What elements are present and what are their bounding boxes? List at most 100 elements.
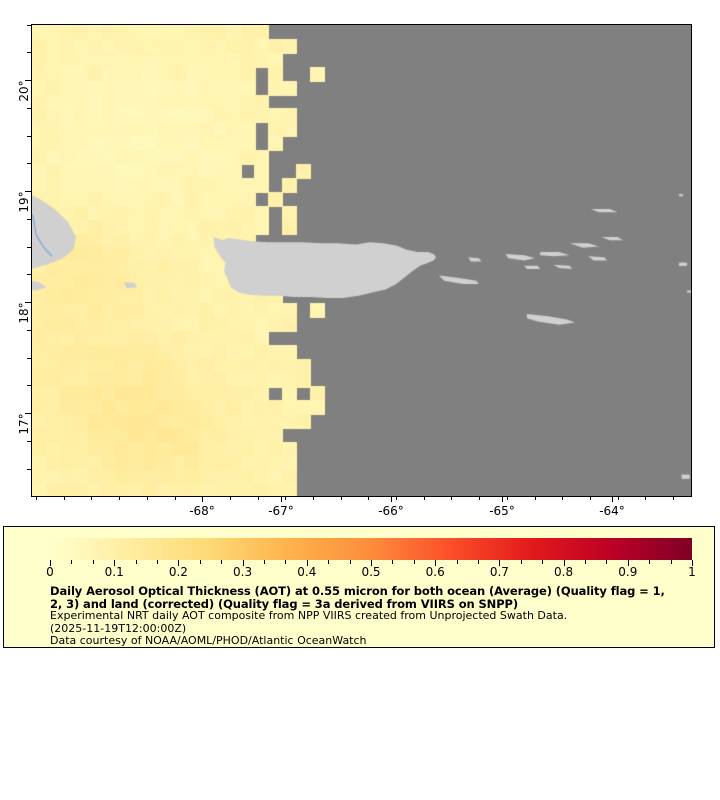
y-axis-tick-minor bbox=[27, 25, 31, 26]
x-axis-tick-minor bbox=[341, 496, 342, 500]
colorbar-tick-minor bbox=[456, 560, 458, 564]
colorbar-tick-label: 0.2 bbox=[168, 565, 188, 579]
aot-heatmap-canvas bbox=[32, 25, 691, 496]
y-axis-tick-minor bbox=[27, 274, 31, 275]
x-axis-tick-minor bbox=[396, 496, 397, 500]
x-axis-tick-minor bbox=[313, 496, 314, 500]
caption-title-line1: Daily Aerosol Optical Thickness (AOT) at… bbox=[50, 584, 665, 598]
caption-title-line2: 2, 3) and land (corrected) (Quality flag… bbox=[50, 596, 519, 611]
legend-panel: Daily Aerosol Optical Thickness (AOT) at… bbox=[3, 526, 715, 648]
y-axis-tick-minor bbox=[27, 330, 31, 331]
x-axis-tick bbox=[202, 496, 203, 502]
colorbar-tick-major bbox=[50, 560, 51, 566]
x-axis-tick bbox=[502, 496, 503, 502]
x-axis-label: -65° bbox=[489, 504, 515, 518]
x-axis-tick-minor bbox=[590, 496, 591, 500]
colorbar-tick-minor bbox=[649, 560, 651, 564]
y-axis-label: 20° bbox=[17, 80, 31, 102]
y-axis-tick bbox=[25, 80, 31, 81]
y-axis-tick-minor bbox=[27, 385, 31, 386]
x-axis-tick-minor bbox=[673, 496, 674, 500]
colorbar-tick-major bbox=[499, 560, 501, 566]
colorbar-tick-label: 0.3 bbox=[233, 565, 253, 579]
colorbar-tick-minor bbox=[157, 560, 158, 564]
x-axis-tick-minor bbox=[618, 496, 619, 500]
colorbar-tick-major bbox=[178, 560, 180, 566]
colorbar-tick-minor bbox=[585, 560, 586, 564]
x-axis-label: -68° bbox=[189, 504, 215, 518]
colorbar-tick-minor bbox=[92, 560, 94, 564]
colorbar-tick-major bbox=[371, 560, 372, 566]
x-axis-tick-minor bbox=[479, 496, 480, 500]
colorbar-tick-major bbox=[563, 560, 565, 566]
colorbar-tick-major bbox=[114, 560, 116, 566]
colorbar-tick-minor bbox=[328, 560, 330, 564]
colorbar-tick-minor bbox=[221, 560, 223, 564]
x-axis-tick-minor bbox=[36, 496, 37, 500]
y-axis-label: 17° bbox=[17, 413, 31, 435]
caption-sub-line3: Data courtesy of NOAA/AOML/PHOD/Atlantic… bbox=[50, 634, 367, 647]
x-axis-tick-minor bbox=[175, 496, 176, 500]
x-axis-tick-minor bbox=[64, 496, 65, 500]
y-axis-label: 18° bbox=[17, 302, 31, 324]
colorbar-tick-minor bbox=[670, 560, 672, 564]
colorbar-tick-label: 0.4 bbox=[297, 565, 317, 579]
colorbar-tick-minor bbox=[349, 560, 351, 564]
colorbar-tick-label: 1 bbox=[688, 565, 696, 579]
x-axis-tick-minor bbox=[285, 496, 286, 500]
x-axis-tick-minor bbox=[535, 496, 536, 500]
x-axis-label: -67° bbox=[268, 504, 294, 518]
x-axis-tick-minor bbox=[119, 496, 120, 500]
map-panel bbox=[31, 24, 692, 497]
colorbar-tick-major bbox=[306, 560, 308, 566]
colorbar-tick-minor bbox=[542, 560, 544, 564]
colorbar-tick-label: 0.5 bbox=[361, 565, 381, 579]
x-axis-tick-minor bbox=[507, 496, 508, 500]
colorbar-tick-minor bbox=[413, 560, 415, 564]
y-axis-tick-minor bbox=[27, 52, 31, 53]
y-axis-tick-minor bbox=[27, 108, 31, 109]
colorbar-gradient bbox=[50, 538, 692, 560]
y-axis-tick-minor bbox=[27, 136, 31, 137]
x-axis-tick-minor bbox=[91, 496, 92, 500]
y-axis-tick-minor bbox=[27, 441, 31, 442]
x-axis-tick-minor bbox=[645, 496, 646, 500]
caption-sub-line1: Experimental NRT daily AOT composite fro… bbox=[50, 609, 568, 622]
x-axis-tick-minor bbox=[424, 496, 425, 500]
x-axis-tick bbox=[281, 496, 282, 502]
x-axis-tick bbox=[391, 496, 392, 502]
y-axis-tick-minor bbox=[27, 163, 31, 164]
colorbar-tick-minor bbox=[199, 560, 201, 564]
y-axis-tick-minor bbox=[27, 247, 31, 248]
y-axis-tick bbox=[25, 191, 31, 192]
colorbar-tick-minor bbox=[135, 560, 137, 564]
x-axis-tick-minor bbox=[147, 496, 148, 500]
colorbar-tick-major bbox=[692, 560, 693, 566]
colorbar-tick-label: 0.9 bbox=[618, 565, 638, 579]
colorbar-tick-minor bbox=[478, 560, 479, 564]
colorbar-tick-minor bbox=[392, 560, 394, 564]
colorbar-tick-major bbox=[242, 560, 244, 566]
y-axis-tick-minor bbox=[27, 469, 31, 470]
x-axis-tick-minor bbox=[230, 496, 231, 500]
y-axis-tick bbox=[25, 302, 31, 303]
x-axis-tick-minor bbox=[562, 496, 563, 500]
x-axis-label: -64° bbox=[599, 504, 625, 518]
y-axis-tick bbox=[25, 413, 31, 414]
colorbar-tick-label: 0 bbox=[46, 565, 54, 579]
colorbar-tick-label: 0.8 bbox=[554, 565, 574, 579]
caption-sub-line2: (2025-11-19T12:00:00Z) bbox=[50, 621, 187, 635]
colorbar-ticks bbox=[50, 560, 693, 566]
x-axis-tick-minor bbox=[258, 496, 259, 500]
colorbar-tick-major bbox=[435, 560, 437, 566]
x-axis-label: -66° bbox=[378, 504, 404, 518]
colorbar-tick-minor bbox=[285, 560, 287, 564]
y-axis-tick-minor bbox=[27, 358, 31, 359]
y-axis-label: 19° bbox=[17, 191, 31, 213]
y-axis-tick-minor bbox=[27, 219, 31, 220]
colorbar-tick-minor bbox=[264, 560, 265, 564]
colorbar-tick-minor bbox=[606, 560, 608, 564]
colorbar-tick-label: 0.6 bbox=[425, 565, 445, 579]
colorbar-tick-label: 0.1 bbox=[104, 565, 124, 579]
caption-block: Daily Aerosol Optical Thickness (AOT) at… bbox=[50, 585, 700, 648]
